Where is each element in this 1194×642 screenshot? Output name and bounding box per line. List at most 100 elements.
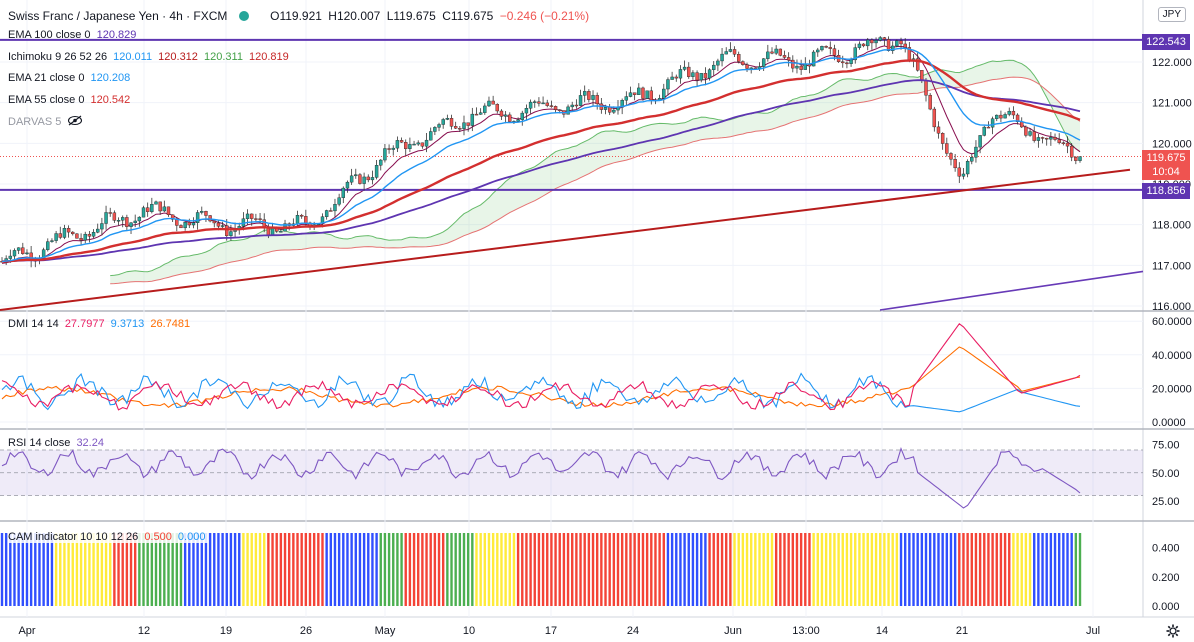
candle-body-196 — [816, 49, 820, 53]
candle-body-78 — [324, 210, 329, 217]
time-tick-11: 21 — [956, 625, 968, 637]
cam-bar-201 — [837, 533, 840, 606]
candle-body-139 — [578, 95, 583, 106]
candle-body-156 — [649, 90, 653, 101]
cam-bar-235 — [978, 533, 982, 606]
candle-body-237 — [986, 126, 991, 129]
cam-bar-144 — [600, 533, 603, 606]
legend-darvas[interactable]: DARVAS 5 — [8, 115, 86, 128]
cam-bar-72 — [300, 533, 303, 606]
candle-body-33 — [137, 216, 142, 222]
candle-body-140 — [583, 91, 587, 96]
candle-body-84 — [349, 175, 354, 183]
cam-bar-147 — [612, 533, 616, 606]
candle-body-29 — [121, 217, 125, 221]
cam-bar-170 — [708, 533, 711, 606]
candle-body-81 — [337, 197, 341, 205]
candle-body-214 — [891, 45, 895, 51]
cam-bar-162 — [675, 533, 678, 606]
cam-bar-233 — [970, 533, 973, 606]
candle-body-220 — [915, 58, 920, 71]
candle-body-48 — [200, 211, 204, 213]
legend-ema55-value: 120.542 — [90, 94, 131, 106]
candle-body-225 — [936, 126, 941, 134]
eye-hidden-icon[interactable] — [67, 115, 83, 128]
candle-body-211 — [878, 37, 882, 41]
candle-body-213 — [886, 39, 891, 51]
candle-body-145 — [603, 107, 608, 110]
candle-body-131 — [545, 102, 549, 106]
cam-bar-78 — [325, 533, 328, 606]
candle-body-15 — [62, 228, 67, 238]
legend-ema21[interactable]: EMA 21 close 0 120.208 — [8, 72, 133, 84]
candle-body-23 — [96, 228, 100, 233]
candle-body-112 — [466, 122, 470, 126]
candle-body-12 — [50, 240, 54, 242]
candle-body-31 — [129, 222, 133, 227]
candle-body-141 — [587, 91, 591, 100]
cam-bar-218 — [908, 533, 911, 606]
ichimoku-cloud-area — [110, 60, 1080, 284]
cam-bar-180 — [749, 533, 753, 606]
candle-body-197 — [820, 46, 824, 51]
legend-rsi[interactable]: RSI 14 close 32.24 — [8, 437, 107, 449]
candle-body-95 — [395, 140, 400, 149]
legend-ema55[interactable]: EMA 55 close 0 120.542 — [8, 94, 133, 106]
cam-bar-30 — [125, 533, 129, 606]
settings-gear-icon[interactable] — [1166, 624, 1180, 638]
legend-ichimoku-v4: 120.819 — [249, 51, 289, 63]
cam-bar-165 — [687, 533, 690, 606]
candle-body-130 — [541, 102, 545, 105]
cam-bar-113 — [471, 533, 474, 606]
legend-ichimoku-v1: 120.011 — [113, 51, 153, 63]
candle-body-195 — [811, 51, 816, 67]
candle-body-118 — [491, 100, 495, 105]
cam-bar-131 — [546, 533, 549, 606]
legend-dmi[interactable]: DMI 14 14 27.7977 9.3713 26.7481 — [8, 318, 193, 330]
cam-bar-160 — [666, 533, 670, 606]
legend-cam[interactable]: CAM indicator 10 10 12 26 0.500 0.000 — [8, 531, 209, 543]
currency-button[interactable]: JPY — [1157, 7, 1186, 22]
candle-body-136 — [566, 106, 570, 115]
cam-bar-59 — [246, 533, 249, 606]
legend-ema100[interactable]: EMA 100 close 0 120.829 — [8, 29, 139, 41]
cam-bar-124 — [516, 533, 520, 606]
cam-bar-125 — [521, 533, 524, 606]
price-axis[interactable]: 116.000 117.000 118.000 119.000 120.000 121.0… — [1152, 57, 1192, 613]
candle-body-189 — [786, 57, 791, 61]
cam-bar-57 — [238, 533, 241, 606]
candle-body-164 — [682, 66, 687, 70]
candle-body-62 — [258, 218, 262, 220]
cam-bar-250 — [1041, 533, 1044, 606]
candle-body-163 — [678, 69, 683, 79]
cam-bar-25 — [104, 533, 108, 606]
candle-body-6 — [25, 252, 29, 255]
grid-lines — [0, 0, 1143, 617]
cam-bar-11 — [46, 533, 49, 606]
cam-bar-68 — [283, 533, 287, 606]
legend-ichimoku[interactable]: Ichimoku 9 26 52 26 120.011 120.312 120.… — [8, 51, 292, 63]
candle-body-107 — [445, 118, 450, 120]
candle-body-235 — [978, 135, 982, 148]
cam-bar-33 — [138, 533, 141, 606]
cam-bar-215 — [895, 533, 899, 606]
cam-bar-64 — [267, 533, 270, 606]
cam-bar-108 — [450, 533, 453, 606]
candle-body-191 — [795, 65, 799, 69]
dmi-pane — [0, 320, 1143, 423]
time-tick-6: 17 — [545, 625, 557, 637]
candle-body-184 — [766, 51, 770, 59]
time-axis[interactable]: Apr 12 19 26 May 10 17 24 Jun 13:00 14 21 Jul — [18, 625, 1100, 637]
cam-bar-242 — [1008, 533, 1011, 606]
cam-bar-232 — [966, 533, 969, 606]
candle-body-109 — [453, 126, 458, 129]
cam-bar-79 — [329, 533, 333, 606]
time-tick-9: 13:00 — [792, 625, 820, 637]
cam-bar-107 — [446, 533, 449, 606]
candle-body-126 — [524, 108, 529, 114]
cam-bar-48 — [200, 533, 203, 606]
cam-bar-179 — [745, 533, 749, 606]
candle-body-97 — [404, 142, 408, 149]
cam-tick-1: 0.200 — [1152, 572, 1180, 584]
